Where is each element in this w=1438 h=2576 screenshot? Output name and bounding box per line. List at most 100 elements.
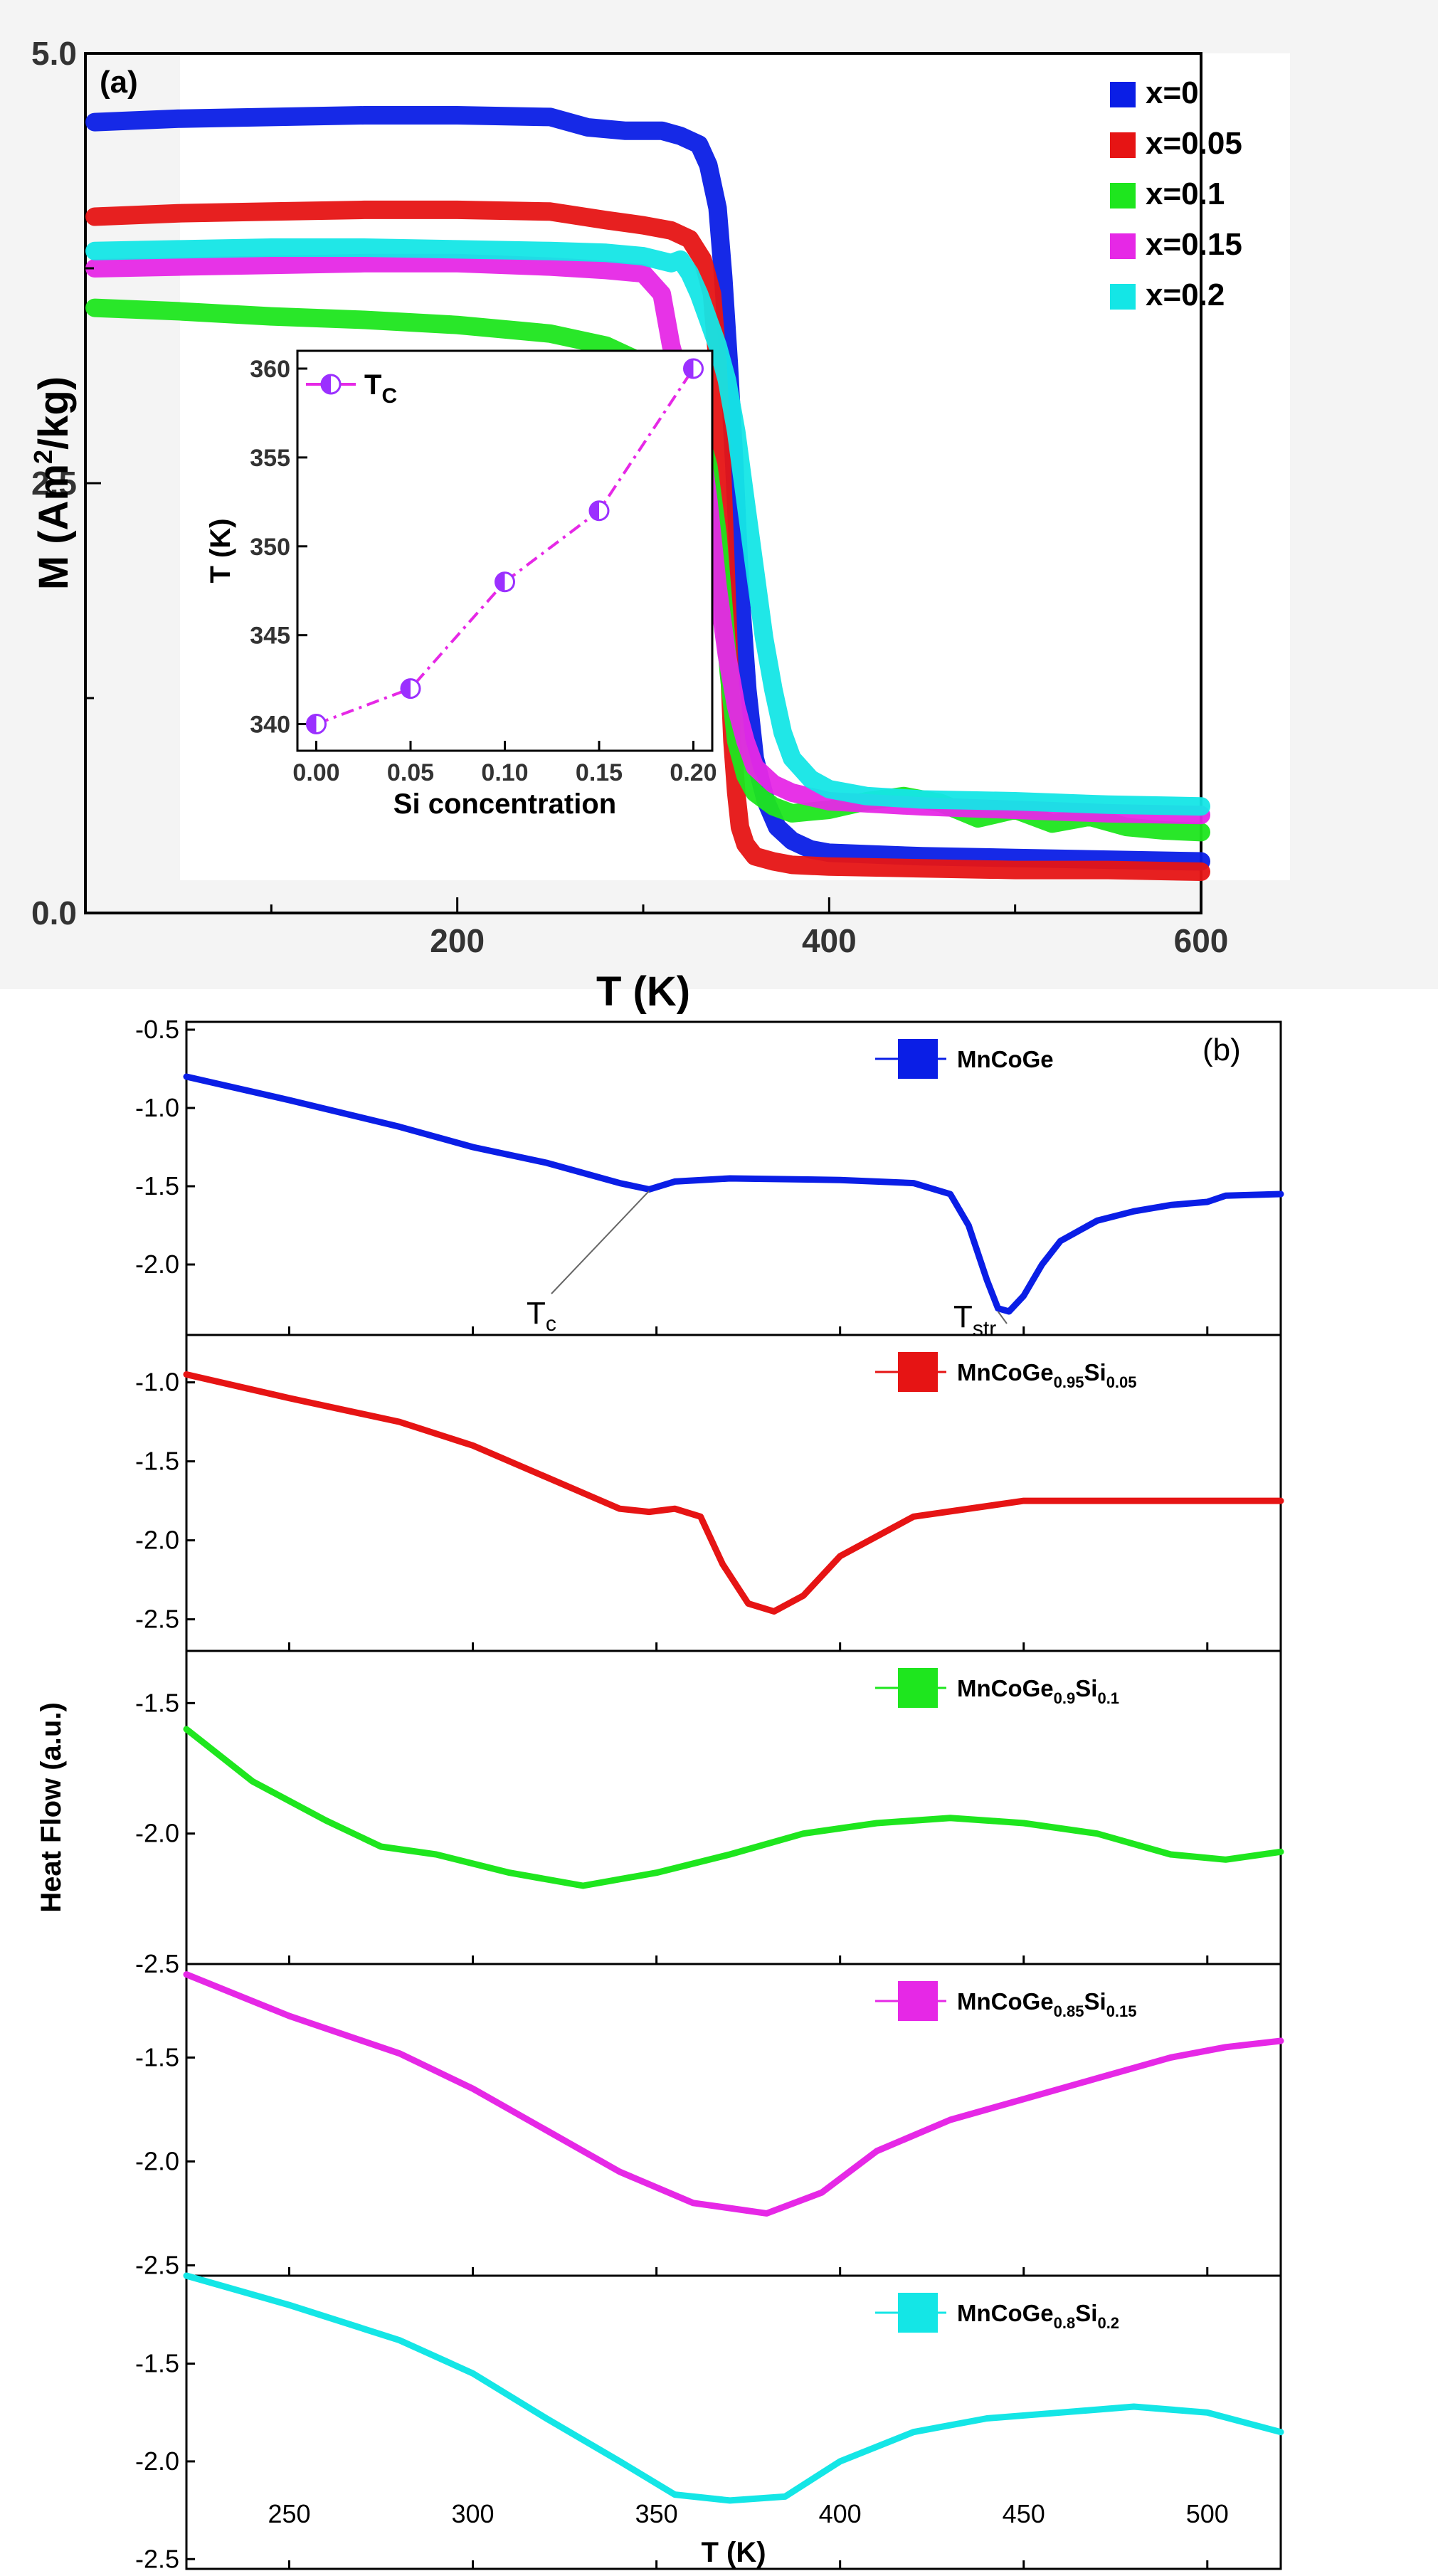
legend-label: MnCoGe0.85Si0.15 bbox=[957, 1988, 1137, 2020]
inset-series-line bbox=[315, 367, 695, 726]
text-part: 0.9 bbox=[1054, 1689, 1076, 1707]
y-tick-label: -1.5 bbox=[135, 1688, 179, 1717]
text-part: T bbox=[953, 1299, 973, 1334]
text-part: c bbox=[546, 1312, 556, 1336]
y-tick-label: 0.0 bbox=[31, 894, 77, 931]
dsc-curve-4 bbox=[183, 1971, 1284, 2217]
legend-swatch bbox=[1110, 82, 1136, 107]
y-tick-label: -1.5 bbox=[135, 2042, 179, 2071]
legend-swatch bbox=[898, 1039, 938, 1079]
text-part: /kg) bbox=[31, 376, 77, 450]
y-tick-label: -2.5 bbox=[135, 1605, 179, 1634]
inset-data-point-fill bbox=[401, 679, 411, 698]
inset-y-tick-label: 350 bbox=[250, 534, 290, 561]
legend-label: MnCoGe0.9Si0.1 bbox=[957, 1675, 1119, 1707]
text-part: 0.95 bbox=[1054, 1373, 1084, 1391]
inset-x-tick-label: 0.15 bbox=[576, 759, 623, 786]
y-tick-label: -2.0 bbox=[135, 1526, 179, 1555]
text-part: Si bbox=[1075, 1675, 1097, 1701]
inset-y-tick-label: 340 bbox=[250, 712, 290, 739]
text-part: str bbox=[973, 1317, 996, 1341]
y-tick-label: -2.5 bbox=[135, 1949, 179, 1978]
legend-label: x=0.2 bbox=[1146, 278, 1225, 312]
legend-label: MnCoGe0.8Si0.2 bbox=[957, 2300, 1119, 2332]
dsc-curve-1 bbox=[183, 1073, 1284, 1315]
inset-x-tick-label: 0.00 bbox=[292, 759, 339, 786]
inset-y-tick-label: 360 bbox=[250, 356, 290, 383]
y-tick-label: -2.0 bbox=[135, 2146, 179, 2175]
text-part: 0.8 bbox=[1054, 2314, 1076, 2332]
tc-annotation: Tc bbox=[527, 1296, 556, 1336]
legend-swatch bbox=[898, 1668, 938, 1708]
series-line-x=0 bbox=[85, 106, 1210, 871]
inset-data-point-fill bbox=[684, 359, 694, 378]
text-part: Si bbox=[1084, 1359, 1106, 1385]
panel-label-b: (b) bbox=[1202, 1033, 1241, 1067]
text-part: Si bbox=[1075, 2300, 1097, 2326]
y-axis-title-b: Heat Flow (a.u.) bbox=[36, 1702, 67, 1913]
inset-data-point-fill bbox=[495, 572, 505, 591]
inset-x-title: Si concentration bbox=[393, 788, 616, 820]
text-part: MnCoGe bbox=[957, 1359, 1054, 1385]
x-tick-label: 200 bbox=[430, 922, 485, 959]
inset-frame bbox=[296, 349, 714, 752]
tstr-annotation: Tstr bbox=[953, 1299, 996, 1341]
x-axis-title: T (K) bbox=[596, 968, 690, 1015]
text-part: C bbox=[381, 384, 397, 408]
y-tick-label: -2.0 bbox=[135, 1250, 179, 1279]
y-tick-label: -1.5 bbox=[135, 1171, 179, 1200]
text-part: T bbox=[527, 1296, 546, 1331]
inset-x-tick-label: 0.10 bbox=[481, 759, 528, 786]
y-axis-title: M (Am2/kg) bbox=[28, 376, 77, 590]
y-tick-label: -2.5 bbox=[135, 2544, 179, 2572]
dsc-curve-5 bbox=[183, 2272, 1284, 2504]
dsc-curve-2 bbox=[183, 1371, 1284, 1615]
y-tick-label: -0.5 bbox=[135, 1015, 179, 1044]
y-tick-label: -2.5 bbox=[135, 2250, 179, 2279]
inset-x-tick-label: 0.05 bbox=[387, 759, 434, 786]
y-tick-label: -1.0 bbox=[135, 1093, 179, 1122]
text-part: 0.05 bbox=[1106, 1373, 1137, 1391]
x-tick-label: 600 bbox=[1174, 922, 1229, 959]
legend-swatch bbox=[898, 1352, 938, 1392]
x-tick-label: 500 bbox=[1186, 2499, 1229, 2528]
text-part: MnCoGe bbox=[957, 1675, 1054, 1701]
legend-label: MnCoGe bbox=[957, 1046, 1054, 1072]
inset-y-title: T (K) bbox=[205, 518, 236, 583]
y-tick-label: -2.0 bbox=[135, 2446, 179, 2476]
text-part: 0.2 bbox=[1097, 2314, 1119, 2332]
tc-pointer bbox=[551, 1190, 650, 1294]
x-tick-label: 400 bbox=[802, 922, 857, 959]
y-tick-label: -1.5 bbox=[135, 2349, 179, 2378]
x-tick-label: 350 bbox=[635, 2499, 678, 2528]
legend-swatch bbox=[1110, 132, 1136, 158]
tstr-pointer bbox=[997, 1311, 1008, 1324]
y-tick-label: -2.0 bbox=[135, 1819, 179, 1848]
y-tick-label: -1.0 bbox=[135, 1368, 179, 1397]
subpanel-frame bbox=[185, 2274, 1282, 2570]
legend-swatch bbox=[898, 1981, 938, 2021]
inset-data-point-fill bbox=[590, 501, 599, 520]
panel-label-a: (a) bbox=[100, 65, 138, 100]
inset-y-tick-label: 345 bbox=[250, 623, 290, 650]
text-part: T bbox=[364, 369, 381, 401]
x-tick-label: 300 bbox=[452, 2499, 495, 2528]
inset-y-tick-label: 355 bbox=[250, 445, 290, 472]
x-tick-label: 450 bbox=[1003, 2499, 1045, 2528]
legend-swatch bbox=[1110, 183, 1136, 208]
x-axis-title-b: T (K) bbox=[701, 2537, 766, 2568]
inset-x-tick-label: 0.20 bbox=[670, 759, 717, 786]
legend-swatch bbox=[1110, 233, 1136, 259]
text-part: 2 bbox=[28, 450, 58, 464]
text-part: 0.85 bbox=[1054, 2002, 1084, 2020]
series-line-x=0.2 bbox=[85, 238, 1210, 816]
series-line-x=0.05 bbox=[85, 200, 1210, 881]
legend-label: x=0.15 bbox=[1146, 227, 1242, 262]
legend-swatch bbox=[898, 2293, 938, 2333]
legend-label: x=0.1 bbox=[1146, 176, 1225, 211]
text-part: Si bbox=[1084, 1988, 1106, 2015]
legend-swatch bbox=[1110, 284, 1136, 310]
inset-legend-marker-fill bbox=[322, 375, 331, 394]
